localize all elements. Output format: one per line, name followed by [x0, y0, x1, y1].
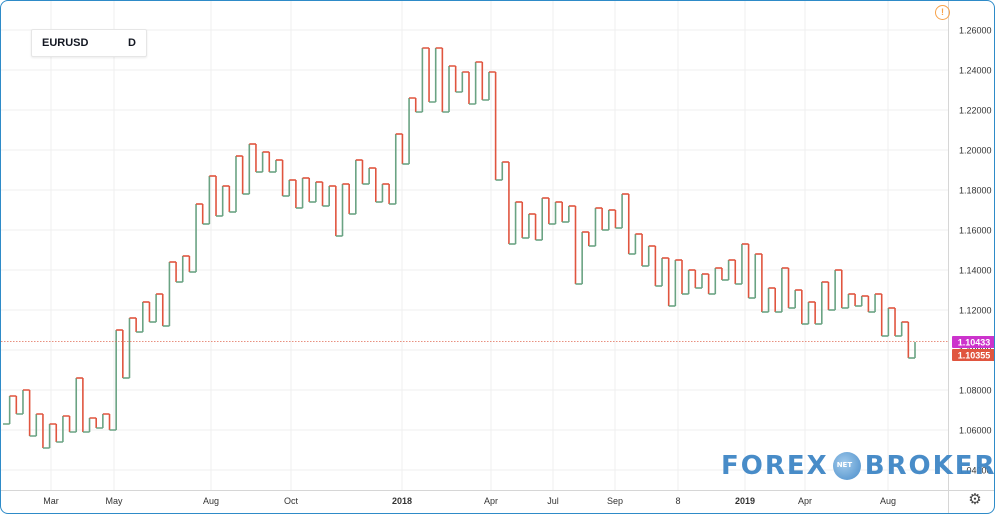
settings-gear-icon[interactable]: ⚙ [968, 491, 982, 508]
price-label: 1.10355 [958, 351, 991, 361]
price-label: 1.10433 [958, 338, 991, 348]
y-tick-label: 1.18000 [959, 186, 992, 196]
x-tick-label: Mar [43, 496, 59, 506]
alert-icon[interactable]: ! [935, 5, 950, 20]
y-tick-label: 1.04000 [959, 466, 992, 476]
x-tick-label: Aug [203, 496, 219, 506]
price-labels: 1.10433 1.10355 [1, 336, 994, 361]
timeframe-label[interactable]: D [128, 37, 136, 49]
watermark-right: BROKERS [864, 451, 995, 481]
y-tick-label: 1.12000 [959, 306, 992, 316]
forex-brokers-watermark: FOREX BROKERS [721, 451, 995, 481]
price-label-bg [952, 336, 994, 348]
y-tick-label: 1.14000 [959, 266, 992, 276]
x-tick-label: May [105, 496, 123, 506]
x-tick-label: Apr [484, 496, 498, 506]
price-label-bg [952, 349, 994, 361]
y-tick-label: 1.26000 [959, 26, 992, 36]
globe-icon [832, 452, 861, 480]
y-tick-label: 1.06000 [959, 426, 992, 436]
x-tick-label: 8 [675, 496, 680, 506]
grid [1, 1, 948, 490]
y-tick-label: 1.22000 [959, 106, 992, 116]
y-tick-label: 1.08000 [959, 386, 992, 396]
x-tick-label: 2019 [735, 496, 755, 506]
x-tick-label: Sep [607, 496, 623, 506]
x-tick-label: Jul [547, 496, 559, 506]
x-tick-label: Aug [880, 496, 896, 506]
y-tick-label: 1.24000 [959, 66, 992, 76]
symbol-name: EURUSD [42, 37, 89, 49]
y-tick-label: 1.16000 [959, 226, 992, 236]
kagi-series [3, 47, 916, 449]
y-tick-label: 1.20000 [959, 146, 992, 156]
x-tick-label: Apr [798, 496, 812, 506]
watermark-left: FOREX [721, 451, 829, 481]
symbol-legend[interactable]: EURUSD D [31, 29, 147, 57]
x-tick-label: 2018 [392, 496, 412, 506]
x-tick-label: Oct [284, 496, 299, 506]
